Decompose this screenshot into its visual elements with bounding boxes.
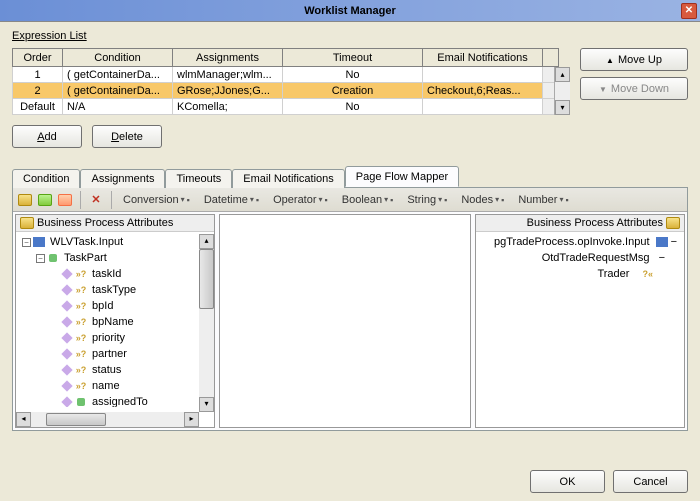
expression-table[interactable]: Order Condition Assignments Timeout Emai… <box>12 48 559 115</box>
add-button[interactable]: Add <box>12 125 82 148</box>
tab-assignments[interactable]: Assignments <box>80 169 165 188</box>
tab-page-flow-mapper[interactable]: Page Flow Mapper <box>345 166 459 187</box>
tree-leaf-assignedTo[interactable]: assignedTo <box>20 394 212 407</box>
col-scroll <box>543 49 559 67</box>
toolbar-sep <box>80 191 81 209</box>
move-up-button[interactable]: Move Up <box>580 48 688 71</box>
scroll-down-icon[interactable]: ▾ <box>555 100 570 115</box>
left-hscroll[interactable]: ◂ ▸ <box>16 412 199 427</box>
expression-list-label: Expression List <box>12 30 87 42</box>
right-tree-node[interactable]: Trader ?« <box>478 266 680 282</box>
col-assign[interactable]: Assignments <box>173 49 283 67</box>
move-down-button[interactable]: Move Down <box>580 77 688 100</box>
right-tree-node[interactable]: pgTradeProcess.opInvoke.Input − <box>478 234 680 250</box>
menu-operator[interactable]: Operator▾▪ <box>269 194 332 206</box>
left-tree-panel[interactable]: Business Process Attributes − WLVTask.In… <box>15 214 215 428</box>
mapper-toolbar: ✕ Conversion▾▪ Datetime▾▪ Operator▾▪ Boolea… <box>13 188 687 212</box>
tab-email-notifications[interactable]: Email Notifications <box>232 169 344 188</box>
db-icon <box>20 217 34 229</box>
tree-leaf-taskType[interactable]: »? taskType <box>20 282 212 298</box>
cancel-button[interactable]: Cancel <box>613 470 688 493</box>
col-email[interactable]: Email Notifications <box>423 49 543 67</box>
tree-leaf-priority[interactable]: »? priority <box>20 330 212 346</box>
tab-timeouts[interactable]: Timeouts <box>165 169 232 188</box>
menu-conversion[interactable]: Conversion▾▪ <box>119 194 194 206</box>
tree-leaf-taskId[interactable]: »? taskId <box>20 266 212 282</box>
delete-icon[interactable]: ✕ <box>88 192 104 208</box>
tab-bar: ConditionAssignmentsTimeoutsEmail Notifi… <box>12 166 688 188</box>
table-row[interactable]: 1( getContainerDa...wlmManager;wlm...No <box>13 67 559 83</box>
right-tree-node[interactable]: OtdTradeRequestMsg − <box>478 250 680 266</box>
col-condition[interactable]: Condition <box>63 49 173 67</box>
tab-condition[interactable]: Condition <box>12 169 80 188</box>
title-bar: Worklist Manager ✕ <box>0 0 700 22</box>
delete-button[interactable]: Delete <box>92 125 162 148</box>
db-icon <box>666 217 680 229</box>
tree-root[interactable]: − WLVTask.Input <box>20 234 212 250</box>
expression-table-wrap: Order Condition Assignments Timeout Emai… <box>12 48 570 115</box>
mapping-canvas[interactable] <box>219 214 471 428</box>
table-row[interactable]: 2( getContainerDa...GRose;JJones;G...Cre… <box>13 83 559 99</box>
mapper-panel: ✕ Conversion▾▪ Datetime▾▪ Operator▾▪ Boolea… <box>12 188 688 431</box>
close-icon[interactable]: ✕ <box>681 3 697 19</box>
right-panel-title: Business Process Attributes <box>527 217 663 229</box>
scroll-up-icon[interactable]: ▴ <box>555 67 570 82</box>
menu-nodes[interactable]: Nodes▾▪ <box>457 194 508 206</box>
window-title: Worklist Manager <box>304 5 396 17</box>
col-order[interactable]: Order <box>13 49 63 67</box>
menu-number[interactable]: Number▾▪ <box>514 194 572 206</box>
tree-taskpart[interactable]: − TaskPart <box>20 250 212 266</box>
left-vscroll[interactable]: ▴ ▾ <box>199 234 214 412</box>
tree-leaf-bpId[interactable]: »? bpId <box>20 298 212 314</box>
tool-icon-3[interactable] <box>57 192 73 208</box>
table-row[interactable]: DefaultN/AKComella;No <box>13 99 559 115</box>
toolbar-sep2 <box>111 191 112 209</box>
col-timeout[interactable]: Timeout <box>283 49 423 67</box>
arrow-up-icon <box>606 54 614 66</box>
left-panel-title: Business Process Attributes <box>37 217 173 229</box>
tree-leaf-name[interactable]: »? name <box>20 378 212 394</box>
arrow-down-icon <box>599 83 607 95</box>
right-tree-panel[interactable]: Business Process Attributes pgTradeProce… <box>475 214 685 428</box>
tool-icon-2[interactable] <box>37 192 53 208</box>
ok-button[interactable]: OK <box>530 470 605 493</box>
menu-datetime[interactable]: Datetime▾▪ <box>200 194 263 206</box>
tree-leaf-bpName[interactable]: »? bpName <box>20 314 212 330</box>
menu-string[interactable]: String▾▪ <box>403 194 451 206</box>
menu-boolean[interactable]: Boolean▾▪ <box>338 194 398 206</box>
tree-leaf-status[interactable]: »? status <box>20 362 212 378</box>
tool-icon-1[interactable] <box>17 192 33 208</box>
table-vscroll[interactable]: ▴ ▾ <box>554 67 570 115</box>
tree-leaf-partner[interactable]: »? partner <box>20 346 212 362</box>
